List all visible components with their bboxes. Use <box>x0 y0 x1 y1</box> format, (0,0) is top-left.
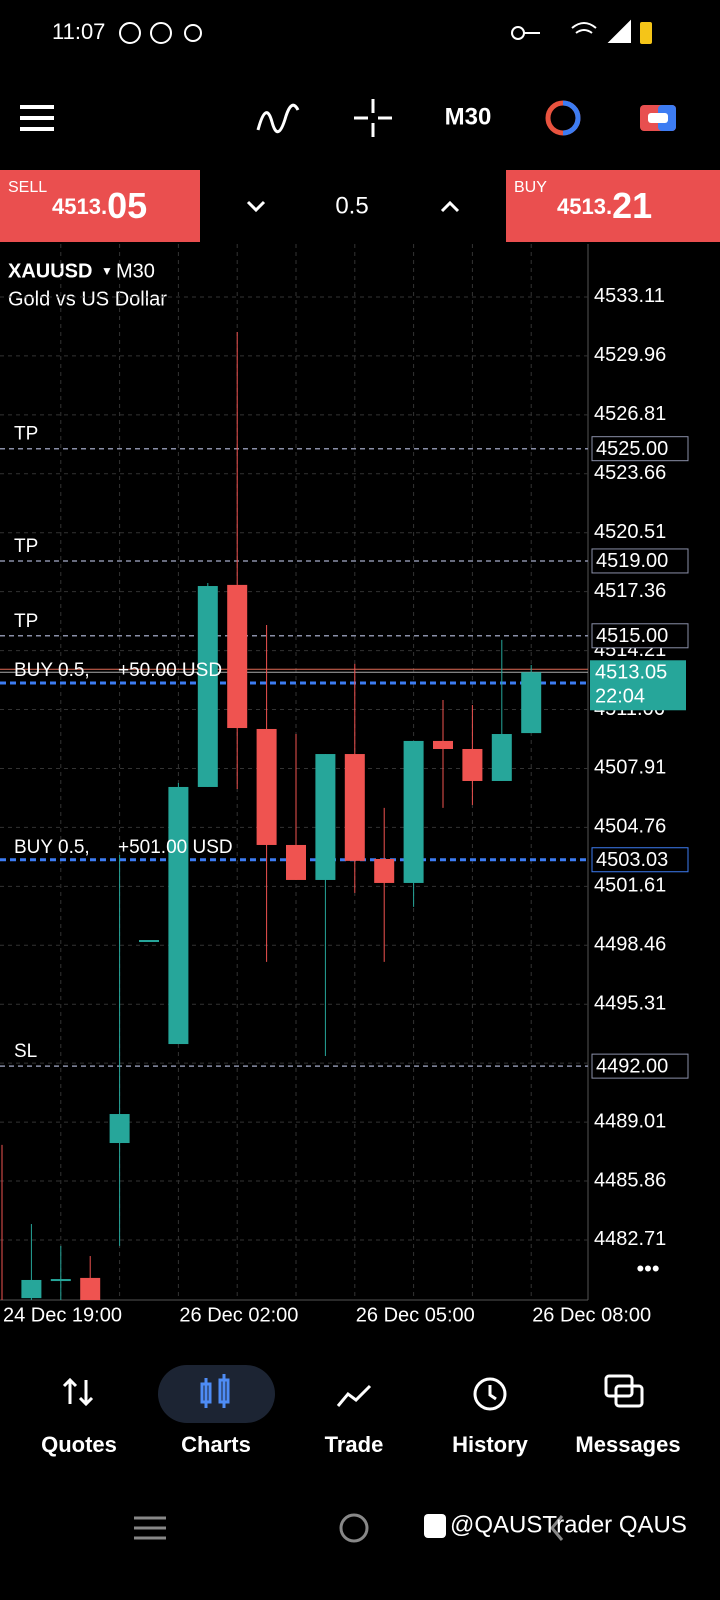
x-tick-label: 24 Dec 19:00 <box>3 1304 122 1326</box>
system-nav <box>134 1513 564 1543</box>
y-tick-label: 4504.76 <box>594 816 666 838</box>
y-tick-label: 4523.66 <box>594 462 666 484</box>
x-tick-label: 26 Dec 02:00 <box>179 1304 298 1326</box>
y-tick-label: 4533.11 <box>594 285 665 307</box>
chart-timeframe: M30 <box>116 260 155 282</box>
price-line-label: 4503.03 <box>596 849 668 871</box>
candle-body <box>286 844 306 880</box>
y-tick-label: 4498.46 <box>594 934 666 956</box>
nav-item[interactable]: Trade <box>325 1432 384 1457</box>
sell-label: SELL <box>8 179 47 196</box>
nav-item[interactable]: Quotes <box>41 1432 117 1457</box>
active-tab-highlight <box>158 1365 275 1423</box>
timeframe-button[interactable]: M30 <box>445 103 492 130</box>
y-tick-label: 4485.86 <box>594 1169 666 1191</box>
clock-icon[interactable] <box>545 100 581 136</box>
symbol-dropdown[interactable]: ▼ <box>101 264 113 278</box>
price-line-box <box>591 1053 689 1079</box>
y-tick-label: 4520.51 <box>594 521 666 543</box>
buy-button[interactable] <box>506 170 720 242</box>
price-line-name: TP <box>14 611 38 632</box>
y-tick-label: 4489.01 <box>594 1110 666 1132</box>
buy-label: BUY <box>514 179 547 196</box>
price-line-name: TP <box>14 424 38 445</box>
candle-body <box>315 754 336 880</box>
bar-countdown: 22:04 <box>595 686 645 708</box>
crosshair-icon[interactable] <box>354 99 392 137</box>
sell-button[interactable] <box>0 170 200 242</box>
nav-icons <box>62 1374 644 1411</box>
y-tick-label: 4482.71 <box>594 1228 666 1250</box>
price-line-name: TP <box>14 536 38 557</box>
candle-body <box>139 940 159 943</box>
nav-item[interactable]: History <box>452 1432 529 1457</box>
y-tick-label: 4526.81 <box>594 403 666 425</box>
candle-body <box>344 754 365 861</box>
candle-body <box>433 740 453 749</box>
candle-body <box>21 1279 42 1299</box>
candle-body <box>256 728 277 845</box>
price-axis: 4533.11 4529.96 4526.81 4523.66 4520.51 4517.… <box>590 285 689 1250</box>
y-tick-label: 4517.36 <box>594 580 666 602</box>
candle-body <box>50 1279 71 1282</box>
y-tick-label: 4495.31 <box>594 992 666 1014</box>
volume-up[interactable] <box>440 200 460 213</box>
status-icons <box>119 19 652 44</box>
indicator-icon[interactable] <box>256 103 300 133</box>
nav-item[interactable]: Charts <box>181 1432 251 1457</box>
candle-body <box>109 1114 130 1144</box>
candle-body <box>374 859 395 883</box>
status-time: 11:07 <box>52 19 105 44</box>
plot-area <box>0 244 588 1300</box>
menu-icon[interactable] <box>20 105 54 131</box>
price-line-box <box>591 548 689 574</box>
volume[interactable]: 0.5 <box>335 192 368 219</box>
watermark: @QAUSTrader QAUS <box>450 1511 687 1538</box>
candle-body <box>168 786 189 1045</box>
price-line-name: BUY 0.5, <box>14 837 90 858</box>
watermark-icon <box>424 1514 446 1538</box>
price-line-box <box>591 847 689 873</box>
price-line-name: SL <box>14 1041 37 1062</box>
candle-body <box>80 1277 101 1300</box>
price-line-label: 4492.00 <box>596 1055 668 1077</box>
trade-icon[interactable] <box>640 105 676 131</box>
buy-price: 4513.21 <box>557 185 652 226</box>
price-line-label: 4515.00 <box>596 625 668 647</box>
x-tick-label: 26 Dec 05:00 <box>356 1304 475 1326</box>
more-button[interactable]: ••• <box>636 1256 659 1281</box>
candle-body <box>227 584 248 729</box>
candle-body <box>403 740 424 883</box>
candle-body <box>462 748 483 781</box>
symbol[interactable]: XAUUSD <box>8 260 92 282</box>
y-tick-label: 4529.96 <box>594 344 666 366</box>
x-tick-label: 26 Dec 08:00 <box>532 1304 651 1326</box>
nav-item[interactable]: Messages <box>575 1432 680 1457</box>
sell-price: 4513.05 <box>52 185 147 226</box>
price-line-note: +50.00 USD <box>118 660 222 681</box>
symbol-description: Gold vs US Dollar <box>8 288 167 310</box>
price-line-name: BUY 0.5, <box>14 660 90 681</box>
price-line-note: +501.00 USD <box>118 837 233 858</box>
price-line-label: 4525.00 <box>596 438 668 460</box>
current-price-label: 4513.05 <box>595 662 667 684</box>
bottom-nav: Quotes Charts Trade History Messages <box>41 1432 680 1457</box>
price-line-box <box>591 623 689 649</box>
candle-body <box>521 672 542 734</box>
volume-down[interactable] <box>246 200 266 213</box>
current-price-box <box>590 660 686 711</box>
price-line-box <box>591 436 689 462</box>
candle-body <box>197 586 218 787</box>
candle-body <box>491 734 512 781</box>
y-tick-label: 4507.91 <box>594 757 666 779</box>
y-tick-label: 4501.61 <box>594 875 666 897</box>
price-line-label: 4519.00 <box>596 550 668 572</box>
